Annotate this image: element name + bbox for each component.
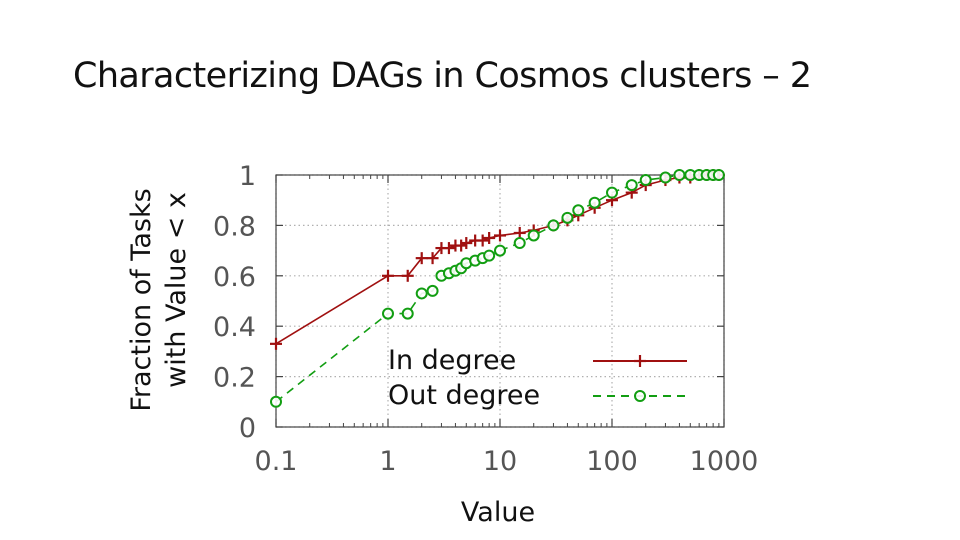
- y-tick-label: 0: [239, 413, 256, 444]
- in-degree-point: [401, 269, 414, 282]
- out-degree-point: [712, 169, 725, 181]
- x-tick-label: 10: [483, 446, 517, 477]
- out-degree-point: [547, 219, 560, 232]
- out-degree-point: [673, 169, 686, 181]
- x-tick-label: 1: [379, 446, 396, 477]
- out-degree-point: [426, 284, 439, 297]
- out-degree-point: [415, 287, 428, 300]
- in-degree-point: [426, 252, 439, 265]
- y-tick-labels: 0 0.2 0.4 0.6 0.8 1: [213, 161, 256, 444]
- slide-title: Characterizing DAGs in Cosmos clusters –…: [73, 56, 812, 96]
- out-degree-point: [483, 249, 496, 262]
- in-degree-point: [415, 252, 428, 265]
- y-axis-label-line-1: Fraction of Tasks: [126, 188, 157, 411]
- out-degree-point: [382, 307, 394, 320]
- y-tick-label: 0.6: [213, 262, 256, 293]
- plot-frame: [275, 174, 725, 428]
- out-degree-point: [659, 171, 672, 184]
- in-degree-point: [483, 232, 496, 244]
- legend: In degree Out degree: [388, 345, 687, 411]
- in-degree-point: [455, 239, 468, 252]
- y-tick-label: 0.8: [213, 211, 256, 242]
- y-tick-label: 0.4: [213, 312, 256, 343]
- in-degree-point: [476, 234, 489, 247]
- out-degree-point: [513, 237, 526, 250]
- series-line-in-degree: [275, 174, 719, 345]
- legend-label-out-degree: Out degree: [388, 380, 540, 411]
- x-tick-label: 0.1: [255, 446, 298, 477]
- x-tick-label: 1000: [690, 446, 759, 477]
- in-degree-point: [270, 337, 282, 350]
- out-degree-point: [588, 196, 601, 209]
- out-degree-point: [625, 179, 638, 192]
- x-tick-labels: 0.1 1 10 100 1000: [255, 446, 759, 477]
- out-degree-point: [527, 229, 540, 242]
- y-axis-label-line-2: with Value < x: [161, 192, 192, 388]
- in-degree-point: [460, 237, 473, 250]
- axes: [275, 174, 725, 428]
- legend-label-in-degree: In degree: [388, 345, 516, 376]
- out-degree-point: [639, 174, 652, 187]
- x-tick-label: 100: [586, 446, 638, 477]
- in-degree-point: [494, 229, 506, 242]
- legend-marker-in-degree: [634, 355, 646, 367]
- legend-marker-out-degree: [634, 390, 646, 402]
- y-tick-label: 0.2: [213, 363, 256, 394]
- out-degree-point: [561, 211, 574, 224]
- in-degree-point: [382, 269, 394, 282]
- out-degree-point: [270, 395, 282, 408]
- out-degree-point: [494, 244, 506, 257]
- x-axis-label: Value: [461, 497, 535, 528]
- y-tick-label: 1: [239, 161, 256, 192]
- out-degree-point: [606, 186, 618, 199]
- out-degree-point: [572, 204, 585, 217]
- in-degree-point: [513, 226, 526, 239]
- in-degree-point: [442, 242, 455, 255]
- out-degree-point: [401, 307, 414, 320]
- series-layer: [270, 169, 725, 408]
